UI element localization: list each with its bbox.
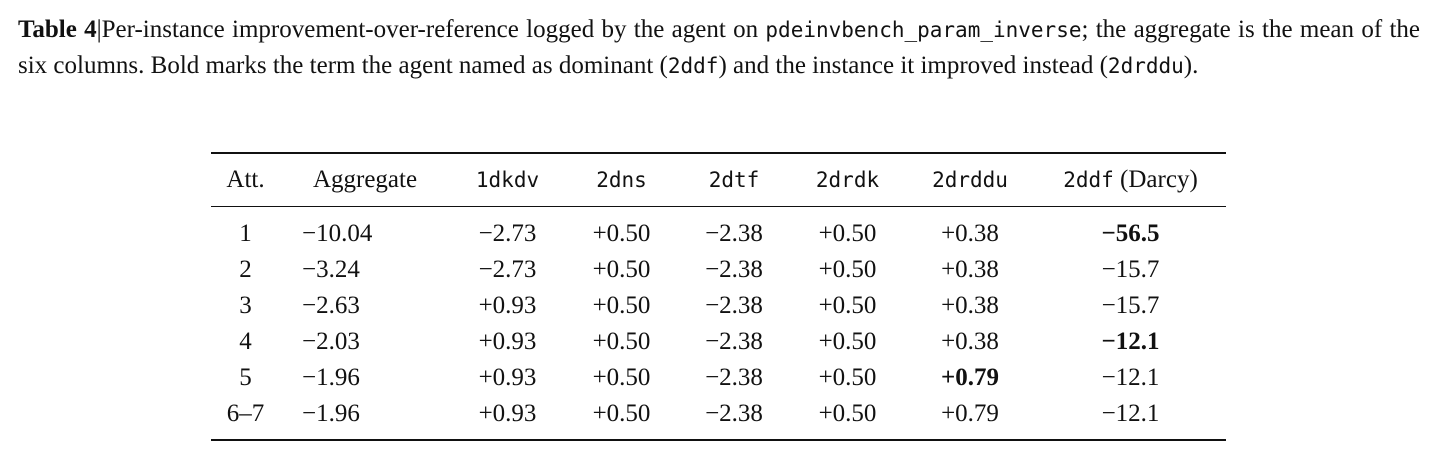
column-header-code: 2ddf bbox=[1063, 168, 1114, 192]
caption-text: |Per-instance improvement-over-reference… bbox=[96, 16, 766, 43]
table-cell: −15.7 bbox=[1101, 292, 1160, 319]
table-cell: +0.50 bbox=[592, 328, 651, 355]
table-cell: −12.1 bbox=[1101, 364, 1160, 391]
table-cell: 4 bbox=[239, 328, 252, 355]
table-row: 5 −1.96 +0.93 +0.50 −2.38 +0.50 +0.79 −12.1 bbox=[211, 360, 1226, 396]
bold-value: −12.1 bbox=[1101, 328, 1160, 355]
results-table: Att. Aggregate 1dkdv 2dns 2dtf 2drdk 2drddu 2dd… bbox=[211, 152, 1226, 441]
caption-text: ). bbox=[1183, 52, 1199, 79]
table-cell: 3 bbox=[239, 292, 252, 319]
table-cell: +0.50 bbox=[592, 220, 651, 247]
table-cell: +0.50 bbox=[592, 364, 651, 391]
caption-text: ) and the instance it improved instead ( bbox=[718, 52, 1108, 79]
table-row: 6–7 −1.96 +0.93 +0.50 −2.38 +0.50 +0.79 −12.1 bbox=[211, 396, 1226, 440]
column-header: Att. bbox=[211, 153, 280, 207]
table-cell: +0.50 bbox=[592, 400, 651, 427]
column-header: 2ddf (Darcy) bbox=[1035, 153, 1226, 207]
table-cell: +0.79 bbox=[941, 400, 999, 427]
table-cell: +0.50 bbox=[592, 292, 651, 319]
table-cell: +0.50 bbox=[818, 400, 877, 427]
column-header: 2dns bbox=[565, 153, 678, 207]
table-cell: −1.96 bbox=[302, 364, 360, 391]
table-row: 4 −2.03 +0.93 +0.50 −2.38 +0.50 +0.38 −12.1 bbox=[211, 324, 1226, 360]
table-cell: +0.38 bbox=[941, 292, 999, 319]
table-cell: +0.79 bbox=[905, 360, 1035, 396]
table-cell: −2.73 bbox=[478, 256, 537, 283]
table-row: 1 −10.04 −2.73 +0.50 −2.38 +0.50 +0.38 −56.5 bbox=[211, 207, 1226, 253]
table-cell: −1.96 bbox=[302, 400, 360, 427]
table-cell: −2.38 bbox=[705, 364, 763, 391]
caption-code: pdeinvbench_param_inverse bbox=[765, 18, 1082, 42]
caption-label: Table 4 bbox=[18, 16, 97, 43]
table-cell: +0.93 bbox=[478, 292, 537, 319]
table-cell: +0.50 bbox=[818, 364, 877, 391]
table-cell: −12.1 bbox=[1101, 400, 1160, 427]
table-cell: +0.93 bbox=[478, 364, 537, 391]
table-row: 3 −2.63 +0.93 +0.50 −2.38 +0.50 +0.38 −15.7 bbox=[211, 288, 1226, 324]
table-cell: +0.38 bbox=[941, 328, 999, 355]
caption: Table 4|Per-instance improvement-over-re… bbox=[18, 12, 1420, 84]
table-cell: 6–7 bbox=[226, 400, 265, 427]
table-cell: −12.1 bbox=[1035, 324, 1226, 360]
table-row: 2 −3.24 −2.73 +0.50 −2.38 +0.50 +0.38 −15.7 bbox=[211, 252, 1226, 288]
table-cell: −2.38 bbox=[705, 292, 763, 319]
column-header: 2drddu bbox=[905, 153, 1035, 207]
table-cell: 5 bbox=[239, 364, 252, 391]
bold-value: −56.5 bbox=[1101, 220, 1160, 247]
table-cell: −15.7 bbox=[1101, 256, 1160, 283]
table-cell: +0.38 bbox=[941, 220, 999, 247]
table-cell: +0.50 bbox=[592, 256, 651, 283]
table-cell: −2.63 bbox=[302, 292, 360, 319]
table-cell: +0.38 bbox=[941, 256, 999, 283]
table-cell: +0.50 bbox=[818, 328, 877, 355]
column-header: 2dtf bbox=[678, 153, 790, 207]
table-cell: −2.38 bbox=[705, 328, 763, 355]
table-cell: −56.5 bbox=[1035, 207, 1226, 253]
table-cell: +0.50 bbox=[818, 256, 877, 283]
caption-code: 2ddf bbox=[667, 54, 719, 78]
header-row: Att. Aggregate 1dkdv 2dns 2dtf 2drdk 2drddu 2dd… bbox=[211, 153, 1226, 207]
caption-text: ; the aggregate is the mean of the six c… bbox=[18, 16, 1420, 79]
bold-value: +0.79 bbox=[941, 364, 999, 391]
column-header: 2drdk bbox=[790, 153, 905, 207]
table-cell: +0.93 bbox=[478, 400, 537, 427]
table-cell: −3.24 bbox=[302, 256, 360, 283]
table-cell: −2.73 bbox=[478, 220, 537, 247]
table-cell: −2.03 bbox=[302, 328, 360, 355]
table-cell: −10.04 bbox=[302, 220, 373, 247]
column-header: Aggregate bbox=[280, 153, 450, 207]
table-cell: −2.38 bbox=[705, 400, 763, 427]
table-cell: +0.50 bbox=[818, 292, 877, 319]
table-cell: +0.93 bbox=[478, 328, 537, 355]
table-cell: 2 bbox=[239, 256, 252, 283]
table-cell: −2.38 bbox=[705, 220, 763, 247]
caption-code: 2drddu bbox=[1107, 54, 1184, 78]
column-header: 1dkdv bbox=[450, 153, 565, 207]
column-header-note: (Darcy) bbox=[1120, 166, 1198, 193]
table-cell: −2.38 bbox=[705, 256, 763, 283]
table-cell: +0.50 bbox=[818, 220, 877, 247]
table-cell: 1 bbox=[239, 220, 252, 247]
